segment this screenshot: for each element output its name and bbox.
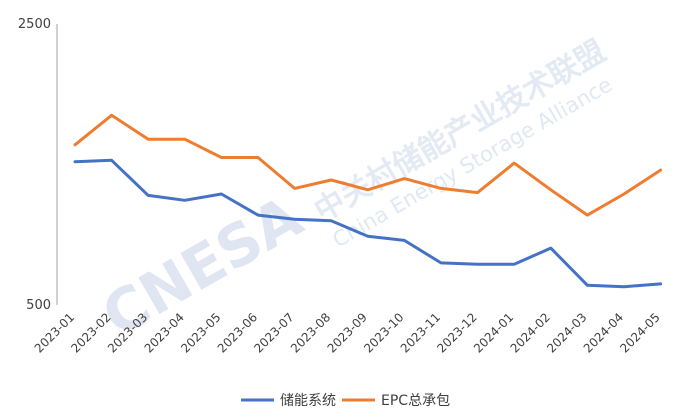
- y-tick-label: 2500: [18, 17, 51, 32]
- series-lines: [73, 113, 663, 289]
- legend-label-0: 储能系统: [280, 393, 336, 409]
- legend-label-1: EPC总承包: [381, 393, 450, 409]
- legend: 储能系统 EPC总承包: [241, 393, 450, 409]
- y-tick-labels: 500 2500: [18, 17, 51, 313]
- series-line-1: [73, 113, 663, 217]
- x-tick-label: 2024-05: [617, 310, 662, 355]
- watermark: CNESA 中关村储能产业技术联盟 China Energy Storage A…: [91, 34, 616, 351]
- y-tick-label: 500: [26, 298, 51, 313]
- series-line-0: [73, 158, 663, 289]
